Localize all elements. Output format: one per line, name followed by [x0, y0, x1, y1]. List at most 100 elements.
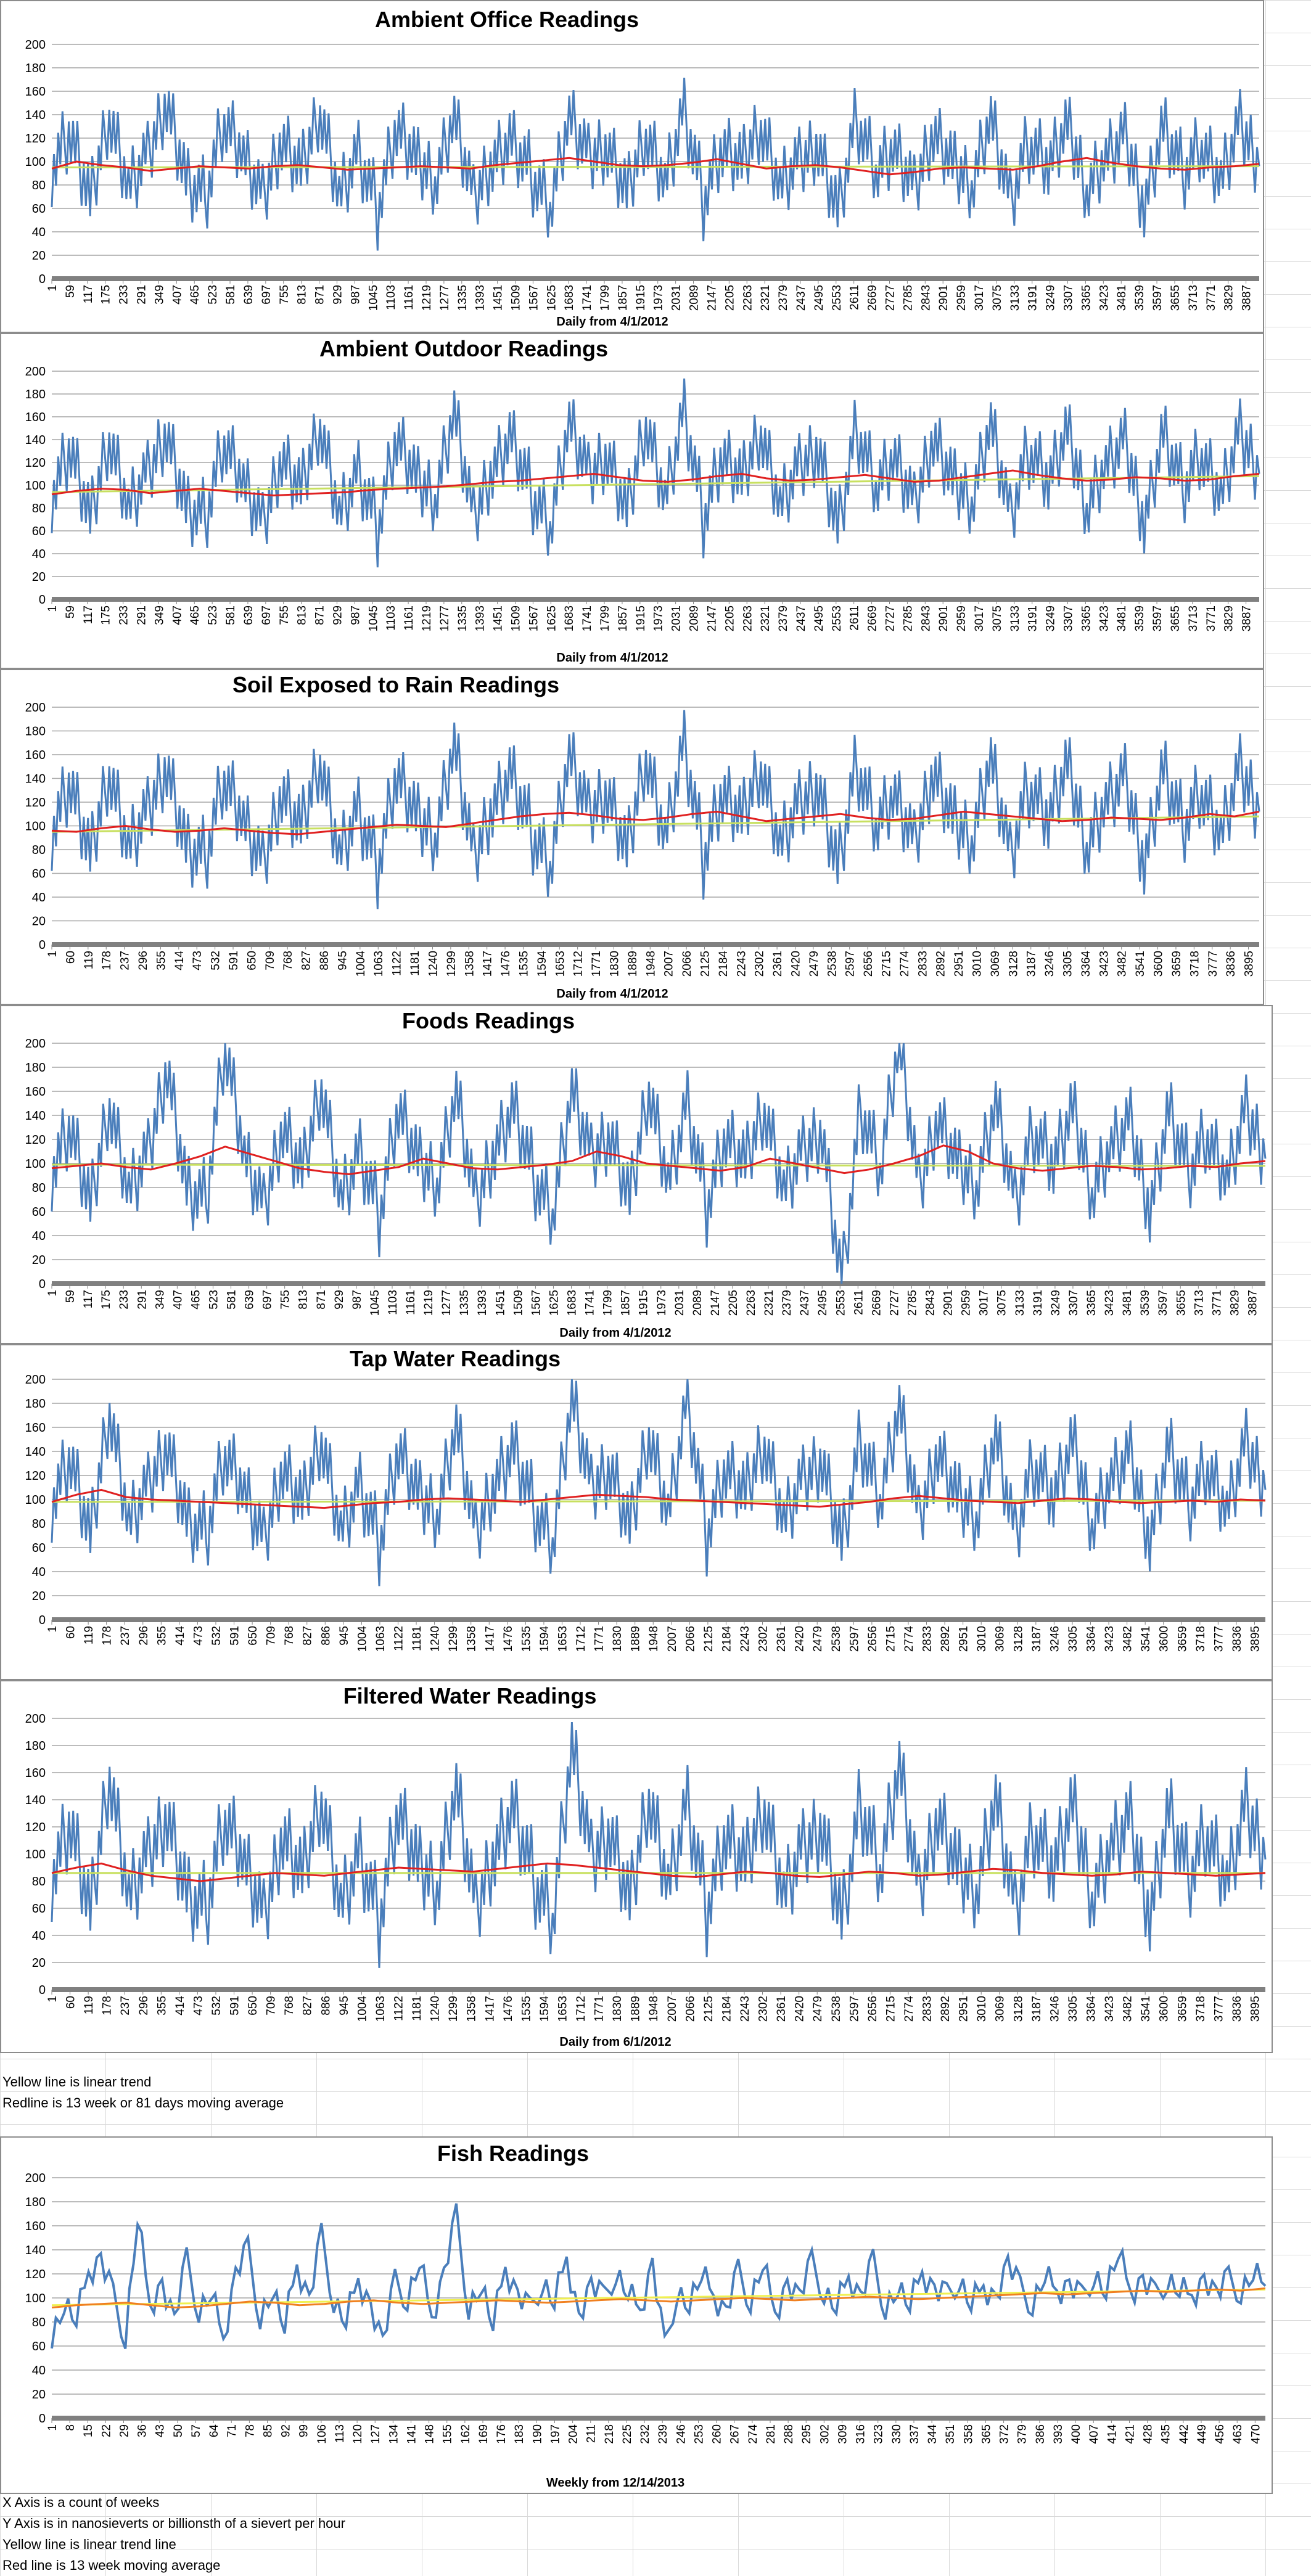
x-tick-label: 291 — [136, 1290, 149, 1310]
x-tick-label: 59 — [64, 605, 77, 618]
y-tick-label: 0 — [39, 1983, 46, 1997]
y-tick-label: 60 — [32, 1205, 46, 1219]
y-tick-label: 140 — [25, 1445, 46, 1459]
x-tick-label: 3597 — [1157, 1290, 1170, 1316]
x-tick-label: 1683 — [563, 285, 576, 311]
x-tick-label: 3771 — [1205, 285, 1218, 311]
y-tick-label: 100 — [25, 1493, 46, 1507]
x-tick-label: 473 — [192, 1996, 205, 2016]
x-tick-label: 987 — [351, 1290, 364, 1310]
chart-svg: Ambient Office Readings02040608010012014… — [25, 7, 1260, 329]
x-tick-label: 3482 — [1122, 1996, 1135, 2022]
x-tick-label: 2379 — [777, 605, 790, 631]
x-tick-label: 175 — [100, 1290, 113, 1310]
chart-ambient-outdoor[interactable]: Ambient Outdoor Readings 0 20 40 60 80 100 120 1… — [0, 333, 1264, 669]
x-tick-label: 1857 — [617, 605, 630, 631]
x-tick-label: 2302 — [757, 1626, 770, 1652]
x-tick-label: 344 — [926, 2424, 939, 2444]
x-tick-label: 3365 — [1080, 605, 1093, 631]
x-tick-label: 3246 — [1048, 1626, 1061, 1652]
x-tick-label: 43 — [154, 2424, 167, 2437]
x-tick-label: 3364 — [1080, 951, 1093, 977]
x-tick-label: 1509 — [510, 605, 523, 631]
y-tick-label: 120 — [25, 2268, 46, 2281]
x-tick-label: 1122 — [392, 1626, 405, 1651]
x-tick-label: 3777 — [1207, 951, 1220, 977]
chart-tap-water[interactable]: Tap Water Readings 0 20 40 60 80 100 120 140 160 1… — [0, 1344, 1273, 1680]
x-tick-label: 1535 — [517, 951, 530, 977]
x-tick-label: 3836 — [1231, 1626, 1244, 1652]
chart-ambient-office[interactable]: Ambient Office Readings 0 20 40 60 80 100 120 14… — [0, 0, 1264, 333]
x-tick-label: 473 — [192, 1626, 205, 1646]
x-tick-label: 3659 — [1170, 951, 1183, 977]
x-tick-label: 78 — [244, 2424, 257, 2437]
x-tick-label: 2774 — [903, 1626, 916, 1652]
x-tick-label: 218 — [603, 2424, 616, 2444]
chart-svg: Tap Water Readings0204060801001201401601… — [25, 1346, 1267, 1652]
x-tick-label: 57 — [190, 2424, 203, 2437]
x-tick-label: 1122 — [392, 1996, 405, 2021]
x-tick-label: 2727 — [888, 1290, 901, 1316]
x-tick-label: 351 — [944, 2424, 957, 2444]
y-tick-label: 200 — [25, 365, 46, 379]
x-tick-label: 3713 — [1187, 285, 1200, 311]
x-tick-label: 1103 — [385, 605, 398, 631]
x-tick-label: 274 — [747, 2424, 760, 2444]
y-tick-label: 80 — [32, 843, 46, 857]
chart-foods[interactable]: Foods Readings 0 20 40 60 80 100 120 140 160 180 20… — [0, 1005, 1273, 1344]
x-tick-label: 3133 — [1014, 1290, 1027, 1316]
x-tick-label: 2479 — [812, 1626, 824, 1652]
x-tick-label: 2263 — [741, 285, 754, 311]
x-tick-label: 169 — [477, 2424, 490, 2444]
x-tick-label: 233 — [118, 285, 131, 305]
x-tick-label: 295 — [800, 2424, 813, 2444]
y-tick-label: 40 — [32, 226, 46, 239]
series-readings-line — [51, 78, 1260, 251]
chart-soil-exposed-to-rain[interactable]: Soil Exposed to Rain Readings 0 20 40 60 80 10… — [0, 669, 1264, 1005]
x-tick-label: 2147 — [709, 1290, 722, 1316]
x-tick-label: 2089 — [691, 1290, 704, 1316]
x-tick-label: 2785 — [902, 285, 914, 311]
x-tick-label: 532 — [210, 1626, 223, 1646]
x-tick-label: 2479 — [808, 951, 821, 977]
x-tick-label: 1335 — [456, 605, 469, 631]
x-tick-label: 414 — [174, 1626, 187, 1646]
chart-svg: Filtered Water Readings02040608010012014… — [25, 1683, 1267, 2049]
x-tick-label: 3017 — [978, 1290, 991, 1316]
chart-filtered-water[interactable]: Filtered Water Readings 0 20 40 60 80 100 120 14… — [0, 1680, 1273, 2053]
y-tick-label: 0 — [39, 1614, 46, 1627]
y-tick-label: 60 — [32, 2340, 46, 2353]
x-tick-label: 523 — [207, 285, 220, 305]
x-tick-label: 3887 — [1246, 1290, 1259, 1316]
x-tick-label: 591 — [229, 1626, 242, 1646]
series-moving-average-line — [51, 469, 1260, 497]
x-axis-title: Daily from 4/1/2012 — [556, 651, 668, 665]
x-tick-label: 3482 — [1116, 951, 1129, 977]
x-tick-label: 3539 — [1133, 605, 1146, 631]
y-tick-label: 100 — [25, 2292, 46, 2305]
x-tick-label: 3246 — [1048, 1996, 1061, 2022]
x-tick-label: 1451 — [492, 285, 505, 311]
x-tick-label: 288 — [783, 2424, 795, 2444]
y-tick-label: 0 — [39, 938, 46, 952]
x-tick-label: 2553 — [831, 285, 844, 311]
chart-svg: Fish Readings 0 20 40 60 80 100 120 140 160 180 200… — [25, 2141, 1267, 2490]
x-tick-label: 650 — [247, 1996, 260, 2016]
x-tick-label: 2361 — [771, 951, 784, 977]
x-tick-label: 2669 — [870, 1290, 883, 1316]
x-tick-label: 1799 — [602, 1290, 615, 1316]
x-tick-label: 323 — [873, 2424, 886, 2444]
chart-fish[interactable]: Fish Readings 0 20 40 60 80 100 120 140 160 180 200… — [0, 2136, 1273, 2494]
x-tick-label: 2420 — [789, 951, 802, 977]
x-tick-label: 1567 — [527, 605, 540, 631]
y-tick-label: 120 — [25, 132, 46, 146]
x-tick-label: 2031 — [670, 285, 683, 311]
x-tick-label: 442 — [1178, 2424, 1191, 2444]
x-tick-label: 2833 — [916, 951, 929, 977]
x-tick-label: 3718 — [1194, 1996, 1207, 2022]
x-tick-label: 3305 — [1067, 1996, 1080, 2022]
x-tick-label: 1594 — [538, 1626, 551, 1652]
note-yellow-line: Yellow line is linear trend — [2, 2074, 152, 2090]
series-moving-average-line — [51, 2287, 1266, 2309]
x-tick-label: 523 — [207, 1290, 220, 1310]
